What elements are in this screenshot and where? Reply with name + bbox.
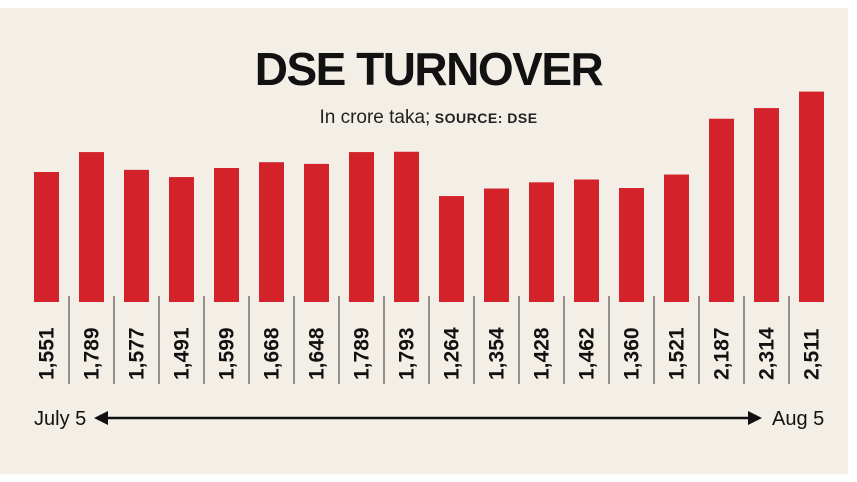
bar bbox=[394, 151, 419, 302]
bar bbox=[709, 118, 734, 302]
separators-group bbox=[68, 296, 790, 384]
arrow-left-icon bbox=[94, 411, 108, 425]
bar bbox=[349, 152, 374, 302]
bar bbox=[484, 188, 509, 302]
bar bbox=[439, 196, 464, 302]
chart-title: DSE TURNOVER bbox=[254, 43, 604, 95]
value-label: 1,491 bbox=[171, 327, 194, 380]
range-start-label: July 5 bbox=[34, 408, 86, 430]
bar bbox=[304, 163, 329, 302]
bar bbox=[664, 174, 689, 302]
bar bbox=[79, 152, 104, 302]
bar bbox=[799, 91, 824, 302]
bar bbox=[124, 169, 149, 302]
bar bbox=[259, 162, 284, 302]
value-label: 1,428 bbox=[531, 327, 554, 380]
value-label: 1,789 bbox=[351, 327, 374, 380]
value-label: 2,511 bbox=[801, 328, 824, 380]
value-label: 1,551 bbox=[36, 327, 59, 380]
subtitle-unit: In crore taka; bbox=[319, 107, 431, 128]
value-label: 1,360 bbox=[621, 327, 644, 380]
value-label: 2,314 bbox=[756, 327, 779, 380]
range-end-label: Aug 5 bbox=[772, 408, 824, 430]
value-label: 1,668 bbox=[261, 327, 284, 380]
chart-subtitle: In crore taka; SOURCE: DSE bbox=[0, 106, 857, 131]
bar bbox=[214, 168, 239, 302]
bar bbox=[34, 172, 59, 302]
bar bbox=[574, 179, 599, 302]
bar bbox=[754, 108, 779, 303]
value-label: 1,354 bbox=[486, 327, 509, 380]
bar bbox=[529, 182, 554, 302]
value-label: 1,789 bbox=[81, 327, 104, 380]
value-labels-group: 1,551 1,789 1,577 1,491 1,599 1,668 1,648 1,789… bbox=[36, 327, 824, 380]
arrow-right-icon bbox=[748, 411, 762, 425]
timeline-arrow bbox=[94, 411, 762, 425]
bar bbox=[169, 177, 194, 302]
value-label: 1,264 bbox=[441, 327, 464, 380]
value-label: 1,599 bbox=[216, 327, 239, 380]
subtitle-source: SOURCE: DSE bbox=[434, 110, 538, 126]
value-label: 1,793 bbox=[396, 327, 419, 380]
value-label: 1,462 bbox=[576, 327, 599, 380]
value-label: 2,187 bbox=[711, 327, 734, 380]
value-label: 1,648 bbox=[306, 327, 329, 380]
value-label: 1,577 bbox=[126, 327, 149, 380]
bar bbox=[619, 188, 644, 302]
value-label: 1,521 bbox=[666, 327, 689, 380]
bars-group bbox=[34, 91, 824, 303]
